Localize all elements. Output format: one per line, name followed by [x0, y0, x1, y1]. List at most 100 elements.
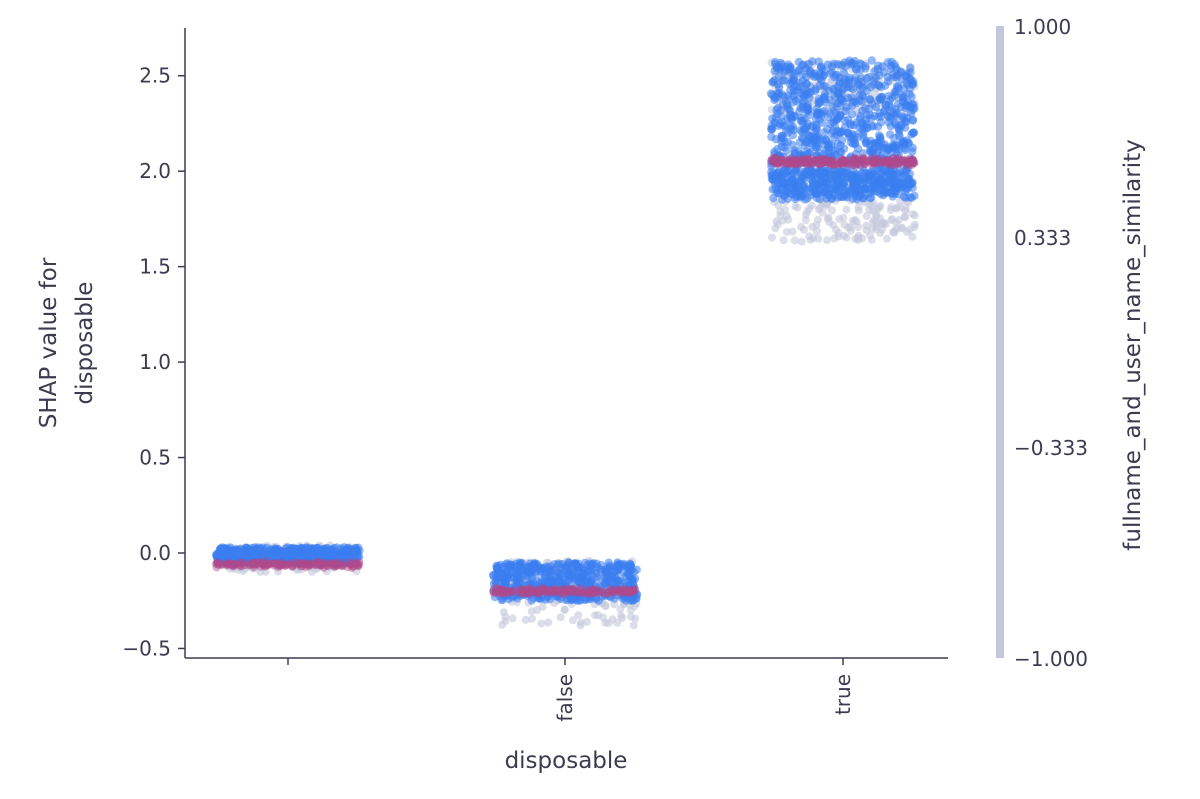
point: [323, 560, 332, 569]
point: [908, 147, 917, 156]
point: [822, 158, 831, 167]
point: [869, 160, 878, 169]
point: [894, 157, 903, 166]
point: [312, 559, 321, 568]
point: [783, 160, 793, 169]
point: [901, 117, 910, 126]
point: [317, 560, 326, 569]
point: [594, 588, 603, 597]
point: [305, 559, 314, 568]
point: [240, 561, 249, 570]
point: [570, 586, 579, 595]
point: [818, 64, 827, 74]
point: [901, 158, 910, 167]
point: [329, 559, 338, 568]
point: [817, 155, 826, 164]
point: [868, 218, 877, 227]
point: [557, 588, 566, 597]
point: [827, 156, 835, 165]
point: [300, 560, 309, 569]
point: [256, 543, 265, 553]
point: [766, 89, 776, 98]
point: [858, 92, 867, 101]
point: [771, 118, 780, 128]
point: [770, 157, 779, 166]
point: [603, 590, 612, 598]
point: [561, 585, 570, 594]
point: [534, 588, 543, 597]
point: [500, 588, 509, 597]
point: [574, 611, 583, 620]
point: [616, 605, 625, 614]
point: [796, 116, 805, 126]
point: [499, 586, 508, 594]
point: [341, 558, 350, 567]
point: [895, 158, 904, 167]
x-tick-label: false: [553, 674, 577, 722]
point: [549, 565, 559, 574]
point: [545, 587, 554, 596]
point: [881, 81, 890, 90]
point: [251, 560, 260, 569]
point: [295, 560, 304, 569]
point: [252, 560, 261, 569]
point: [283, 560, 292, 569]
point: [599, 588, 608, 597]
point: [858, 156, 867, 165]
point: [225, 559, 234, 568]
point: [501, 612, 510, 621]
point: [881, 157, 890, 166]
point: [792, 157, 801, 166]
point: [629, 621, 638, 630]
point: [629, 587, 638, 595]
point: [813, 110, 822, 120]
point: [303, 559, 312, 568]
point: [840, 157, 849, 166]
point: [559, 590, 568, 599]
point: [786, 157, 795, 166]
point: [801, 158, 810, 167]
point: [907, 158, 916, 167]
point: [826, 156, 835, 165]
point: [903, 159, 911, 168]
point: [865, 188, 874, 198]
point: [212, 559, 221, 568]
point: [907, 156, 916, 165]
colorbar-tick-label: −1.000: [1014, 647, 1088, 671]
point: [772, 62, 782, 72]
point: [281, 561, 290, 570]
point: [872, 103, 881, 112]
point: [838, 161, 847, 170]
point: [254, 558, 263, 567]
point: [588, 588, 597, 597]
point: [324, 561, 333, 570]
point: [298, 562, 306, 571]
point: [345, 554, 354, 563]
point: [338, 562, 347, 570]
point: [804, 155, 812, 164]
point: [497, 585, 506, 594]
point: [843, 156, 852, 166]
point: [908, 155, 917, 164]
point: [841, 186, 850, 195]
point: [533, 588, 541, 596]
point: [797, 158, 806, 167]
point: [770, 157, 779, 166]
point: [789, 156, 798, 165]
point: [792, 168, 801, 177]
point: [902, 155, 910, 164]
y-tick-label: −0.5: [122, 636, 171, 660]
point: [526, 587, 535, 596]
point: [899, 157, 908, 166]
point: [779, 181, 788, 190]
point: [565, 585, 574, 593]
point: [849, 155, 858, 164]
point: [772, 175, 781, 185]
point: [881, 220, 890, 229]
point: [825, 159, 834, 168]
point: [892, 160, 901, 169]
point: [545, 588, 553, 597]
point: [843, 94, 853, 103]
point: [623, 589, 632, 598]
